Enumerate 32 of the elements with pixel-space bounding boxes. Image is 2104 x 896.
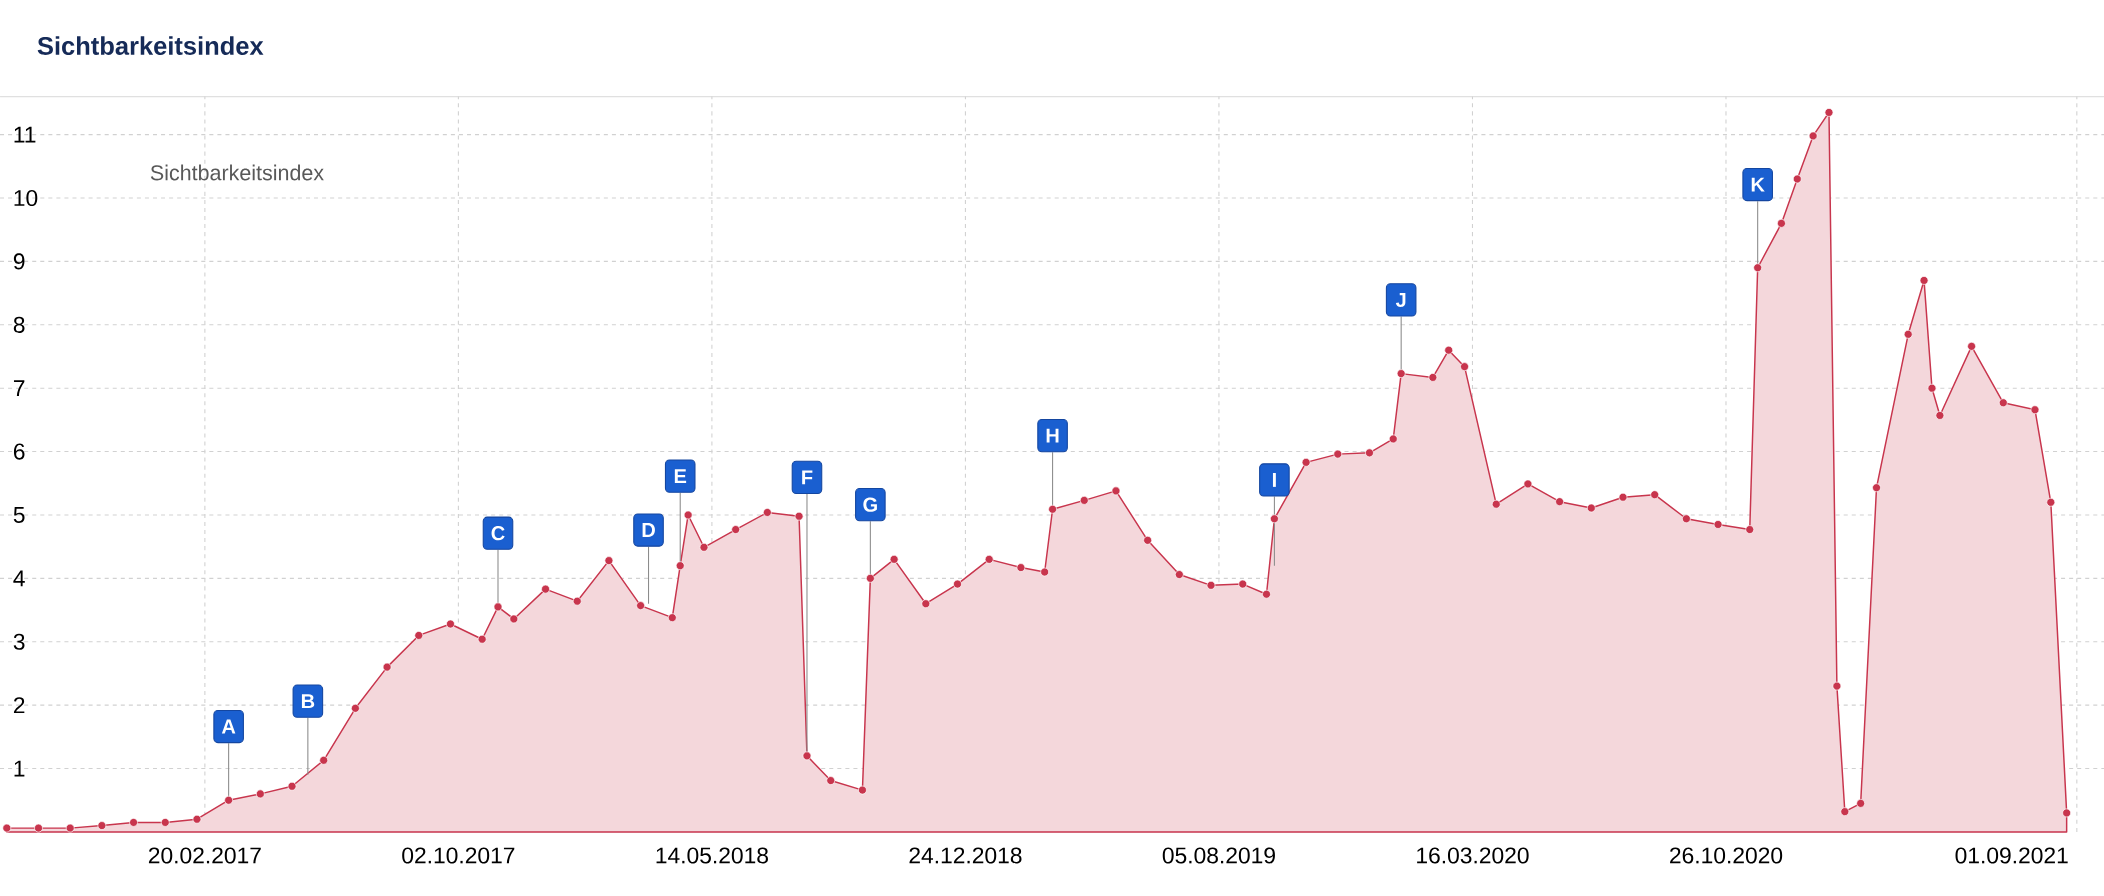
annotation: B xyxy=(301,694,315,708)
annotation: A xyxy=(221,719,236,734)
y-tick-label: 1 xyxy=(14,760,25,777)
x-tick-label: 01.09.2021 xyxy=(1955,847,2068,864)
y-tick-label: 4 xyxy=(13,570,25,587)
x-tick-label: 24.12.2018 xyxy=(909,847,1022,864)
y-tick-label: 6 xyxy=(13,443,25,460)
annotation: H xyxy=(1046,428,1059,443)
annotation: E xyxy=(674,469,687,483)
x-tick-label: 14.05.2018 xyxy=(656,847,768,864)
annotation: I xyxy=(1272,472,1276,487)
x-tick-label: 16.03.2020 xyxy=(1417,847,1529,864)
annotation: D xyxy=(642,522,655,537)
x-tick-label: 05.08.2019 xyxy=(1162,847,1275,864)
y-tick-label: 10 xyxy=(14,189,38,206)
x-tick-label: 02.10.2017 xyxy=(402,847,515,864)
annotation: C xyxy=(491,525,505,541)
y-tick-label: 5 xyxy=(13,506,25,523)
x-tick-label: 20.02.2017 xyxy=(148,847,261,864)
y-tick-label: 9 xyxy=(13,253,25,270)
y-tick-label: 11 xyxy=(14,126,36,143)
y-tick-label: 2 xyxy=(13,697,25,713)
annotation: J xyxy=(1395,292,1406,307)
y-tick-label: 8 xyxy=(13,316,25,333)
y-tick-label: 7 xyxy=(13,380,25,396)
annotation: K xyxy=(1751,177,1765,192)
y-tick-label: 3 xyxy=(13,633,25,650)
x-tick-label: 26.10.2020 xyxy=(1670,847,1783,864)
legend-title: Sichtbarkeitsindex xyxy=(150,164,324,181)
annotation: F xyxy=(802,470,813,485)
chart-title: Sichtbarkeitsindex xyxy=(37,36,264,55)
annotation: G xyxy=(863,497,877,512)
